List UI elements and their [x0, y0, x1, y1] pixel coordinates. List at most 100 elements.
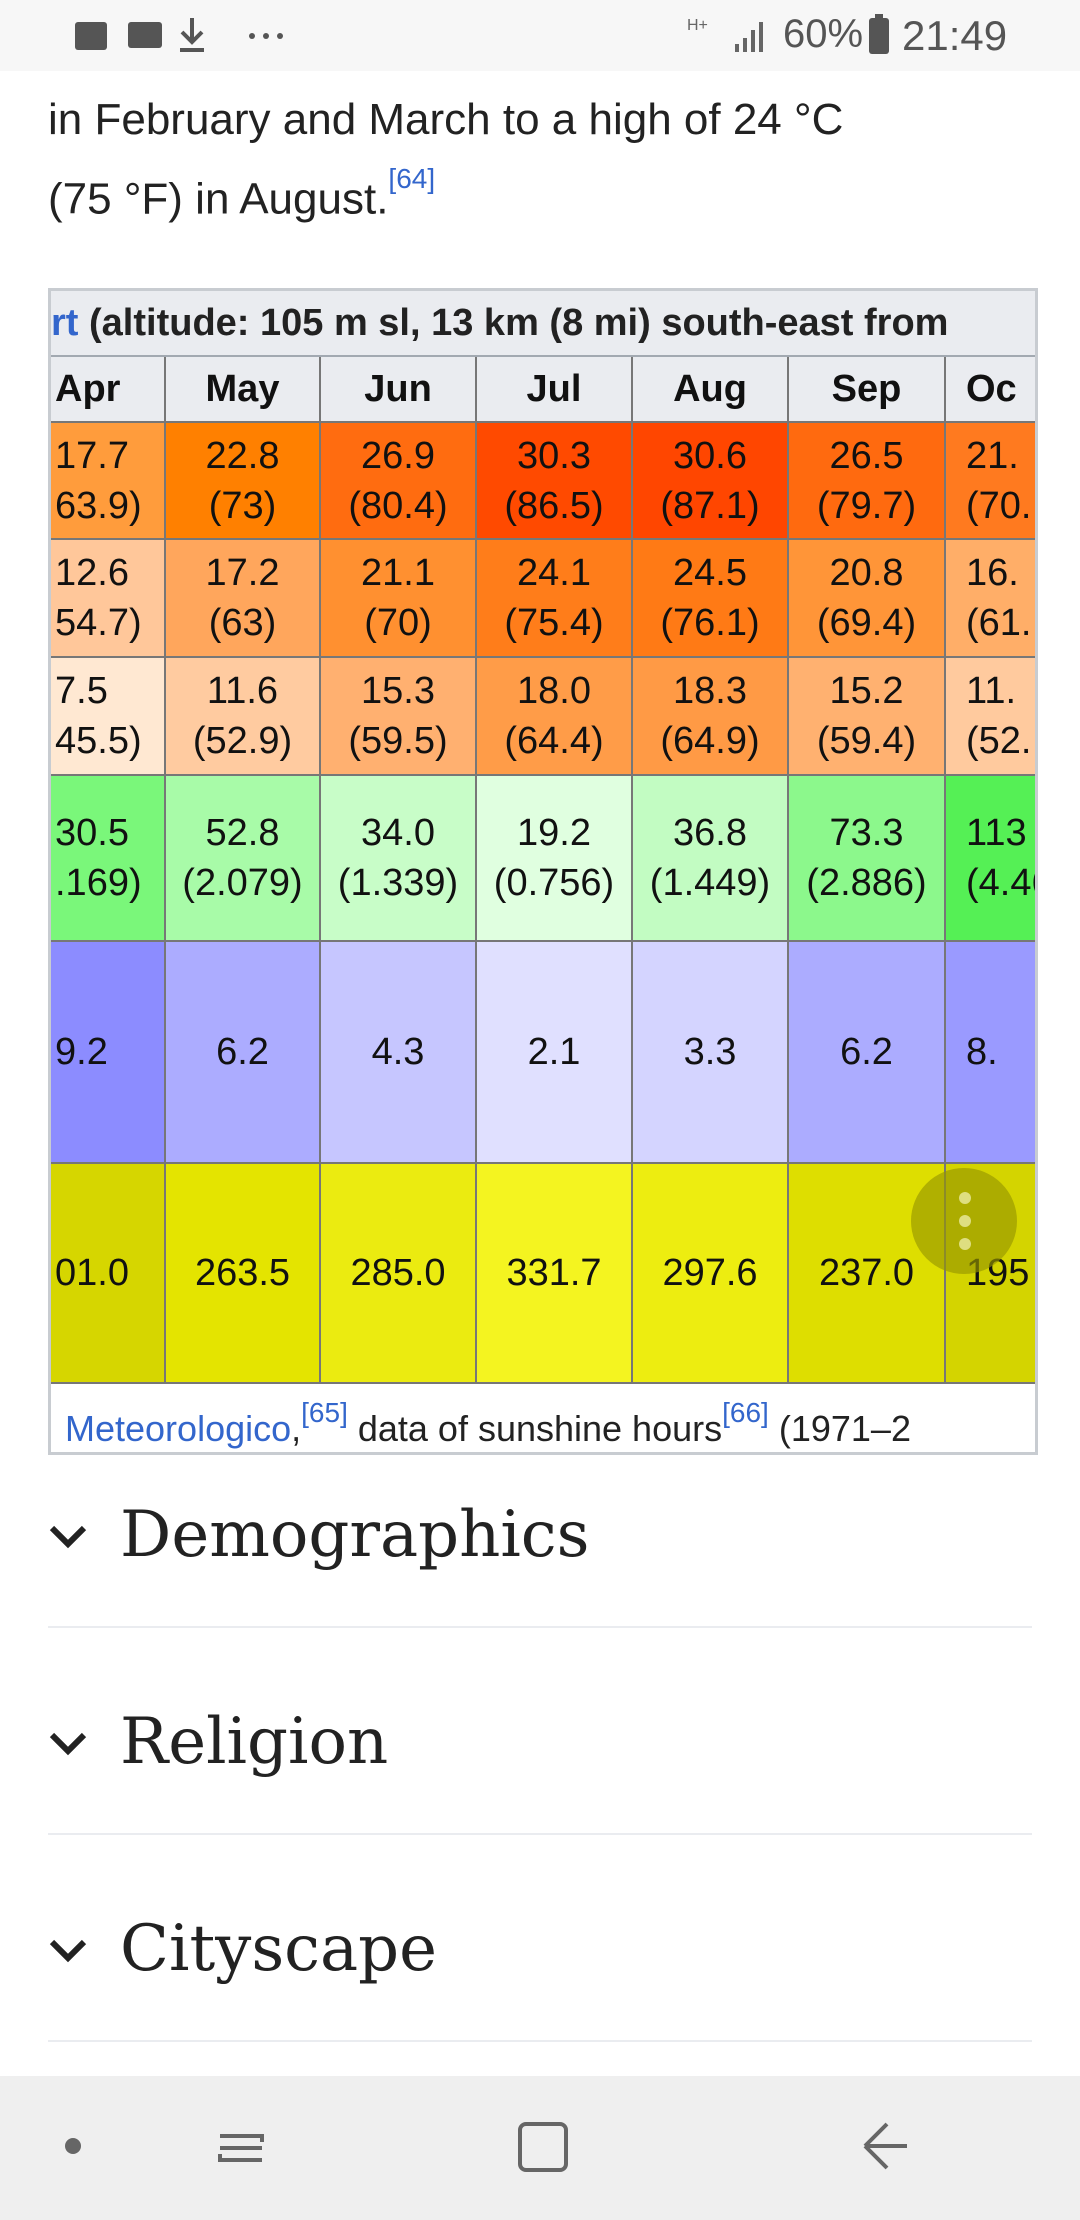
reference[interactable]: [64] [388, 163, 436, 194]
reference[interactable]: [66] [722, 1397, 769, 1428]
footer-tail: (1971–2 [778, 1408, 911, 1449]
space [348, 1408, 358, 1449]
cell-line: 11.6 [206, 670, 279, 712]
table-cell: 24.1 (75.4) [477, 540, 633, 658]
cell-line: (64.4) [504, 720, 604, 762]
section-header[interactable]: Cityscape [48, 1894, 1032, 2042]
cell-line: (52.9) [192, 720, 293, 762]
dot [959, 1238, 971, 1250]
column-header: Aug [633, 357, 789, 423]
climate-table: rt (altitude: 105 m sl, 13 km (8 mi) sou… [48, 288, 1038, 1455]
table-cell: 26.5 (79.7) [789, 423, 946, 540]
column-header: Jun [321, 357, 477, 423]
cell-line: (63) [208, 602, 277, 644]
cell-line: 263.5 [194, 1252, 291, 1294]
cell-line: 34.0 [361, 812, 435, 854]
table-cell: 18.3 (64.9) [633, 658, 789, 776]
column-header: Apr [51, 357, 166, 423]
cell-line: 20.8 [829, 552, 904, 594]
cell-line: 17.7 [55, 434, 129, 477]
cell-line: (64.9) [660, 720, 760, 762]
cell-line: (59.5) [348, 720, 448, 762]
navigation-bar [0, 2076, 1080, 2220]
cell-line: 45.5) [55, 720, 142, 762]
table-cell: 22.8 (73) [166, 423, 321, 540]
cell-line: 63.9) [55, 484, 142, 527]
table-cell: 30.6 (87.1) [633, 423, 789, 540]
cell-line: 21.1 [361, 552, 435, 594]
table-cell: 15.2 (59.4) [789, 658, 946, 776]
overflow-button[interactable] [911, 1168, 1017, 1274]
column-header: Jul [477, 357, 633, 423]
cell-line: 30.6 [673, 434, 747, 477]
table-cell: 331.7 [477, 1164, 633, 1384]
cell-line: (2.079) [182, 862, 303, 904]
table-cell: 11. (52. [946, 658, 1035, 776]
table-cell: 18.0 (64.4) [477, 658, 633, 776]
table-cell: 4.3 [321, 942, 477, 1164]
table-cell: 285.0 [321, 1164, 477, 1384]
cell-line: (76.1) [660, 602, 760, 644]
table-cell: 20.8 (69.4) [789, 540, 946, 658]
cell-line: 8. [966, 1031, 998, 1073]
cell-line: 237.0 [818, 1252, 915, 1294]
section-header[interactable]: Demographics [48, 1480, 1032, 1628]
table-cell: 3.3 [633, 942, 789, 1164]
cell-line: 19.2 [517, 812, 591, 854]
caption-space [78, 302, 89, 344]
table-cell: 9.2 [51, 942, 166, 1164]
cell-line: 26.9 [361, 434, 435, 477]
section-header[interactable]: Religion [48, 1687, 1032, 1835]
chevron [49, 1939, 87, 1963]
battery-icon [869, 14, 889, 54]
cell-line: 7.5 [55, 670, 108, 712]
cell-line: (73) [208, 484, 277, 527]
paragraph-text: (75 °F) in August. [48, 174, 389, 224]
cell-line: 21. [966, 434, 1019, 477]
nav-icons [65, 2122, 907, 2172]
cell-line: 9.2 [55, 1031, 108, 1073]
cell-line: 297.6 [662, 1252, 758, 1294]
cell-line: 01.0 [55, 1252, 129, 1294]
cell-line: (86.5) [504, 484, 604, 527]
column-header: May [166, 357, 321, 423]
table-cell: 12.6 54.7) [51, 540, 166, 658]
table-cell: 263.5 [166, 1164, 321, 1384]
cell-line: 6.2 [840, 1031, 893, 1073]
caption-link[interactable]: rt [51, 302, 79, 344]
source-link[interactable]: Meteorologico [65, 1408, 292, 1449]
table-cell: 7.5 45.5) [51, 658, 166, 776]
cell-line: 3.3 [683, 1031, 737, 1073]
footer-text: data of sunshine hours [357, 1408, 723, 1449]
cell-line: 4.3 [371, 1031, 425, 1073]
cell-line: (75.4) [504, 602, 604, 644]
cell-line: 113 [966, 812, 1027, 854]
signal-icons: H+ [687, 17, 763, 52]
cell-line: (59.4) [816, 720, 917, 762]
clock: 21:49 [902, 12, 1008, 59]
table-cell: 21. (70. [946, 423, 1035, 540]
cell-line: 17.2 [205, 552, 280, 594]
table-cell: 26.9 (80.4) [321, 423, 477, 540]
table-cell: 113 (4.46 [946, 776, 1035, 942]
paragraph-line: in February and March to a high of 24 °C [48, 95, 844, 144]
section-title: Demographics [120, 1498, 590, 1572]
table-cell: 01.0 [51, 1164, 166, 1384]
separator: , [291, 1408, 302, 1449]
cell-line: (80.4) [348, 484, 448, 527]
reference[interactable]: [65] [301, 1397, 348, 1428]
space [769, 1408, 779, 1449]
table-cell: 2.1 [477, 942, 633, 1164]
column-header: Sep [789, 357, 946, 423]
cell-line: (61. [966, 602, 1032, 644]
table-caption: rt (altitude: 105 m sl, 13 km (8 mi) sou… [51, 291, 1035, 357]
cell-line: (70. [966, 484, 1032, 527]
table-cell: 24.5 (76.1) [633, 540, 789, 658]
cell-line: 6.2 [216, 1031, 269, 1073]
cell-line: 52.8 [205, 812, 280, 854]
cell-line: 24.5 [673, 552, 747, 594]
cell-line: 73.3 [829, 812, 904, 854]
table-cell: 16. (61. [946, 540, 1035, 658]
cell-line: (1.339) [337, 862, 459, 904]
section-title: Religion [120, 1705, 389, 1779]
